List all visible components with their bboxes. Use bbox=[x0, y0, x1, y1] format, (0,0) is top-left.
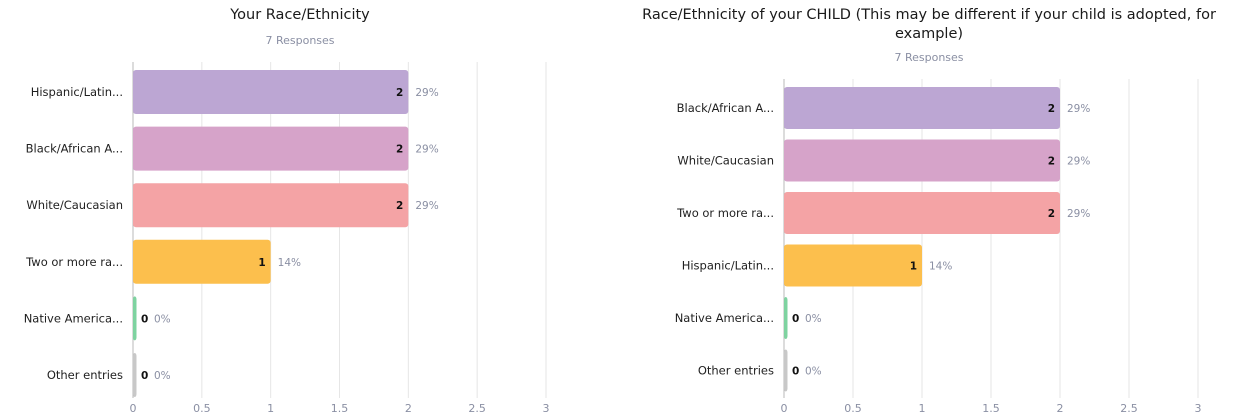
x-tick-label: 3 bbox=[1195, 402, 1202, 415]
data-value-label: 0 bbox=[141, 313, 148, 325]
bar bbox=[784, 139, 1060, 182]
data-percent-label: 29% bbox=[415, 200, 438, 212]
data-percent-label: 0% bbox=[154, 370, 171, 382]
x-tick-label: 2 bbox=[405, 402, 412, 415]
data-value-label: 2 bbox=[396, 144, 403, 156]
x-tick-label: 1 bbox=[267, 402, 274, 415]
chart-panel-left: Your Race/Ethnicity 7 Responses 0 0.5 1 1.5… bbox=[0, 0, 600, 420]
chart-subtitle: 7 Responses bbox=[265, 34, 335, 47]
data-value-label: 2 bbox=[396, 200, 403, 212]
data-percent-label: 29% bbox=[415, 144, 438, 156]
x-tick-label: 0 bbox=[130, 402, 137, 415]
bar bbox=[133, 353, 137, 397]
category-label: Hispanic/Latin... bbox=[31, 85, 123, 99]
data-value-label: 2 bbox=[396, 87, 403, 99]
data-value-label: 1 bbox=[910, 261, 917, 273]
bar-chart-right: 0 0.5 1 1.5 2 2.5 3 Black/African A... 2 29% White… bbox=[675, 79, 1202, 415]
data-value-label: 2 bbox=[1048, 103, 1055, 115]
data-percent-label: 14% bbox=[278, 257, 301, 269]
data-value-label: 2 bbox=[1048, 208, 1055, 220]
data-value-label: 2 bbox=[1048, 156, 1055, 168]
data-value-label: 0 bbox=[141, 370, 148, 382]
bar bbox=[784, 244, 922, 287]
data-percent-label: 29% bbox=[1067, 103, 1090, 115]
category-label: Other entries bbox=[698, 364, 774, 378]
data-percent-label: 29% bbox=[1067, 208, 1090, 220]
data-percent-label: 29% bbox=[1067, 156, 1090, 168]
x-tick-label: 0.5 bbox=[193, 402, 211, 415]
category-label: Other entries bbox=[47, 368, 123, 382]
x-tick-label: 0.5 bbox=[844, 402, 862, 415]
chart-subtitle: 7 Responses bbox=[894, 51, 964, 64]
chart-panel-right: Race/Ethnicity of your CHILD (This may b… bbox=[620, 0, 1238, 420]
bar bbox=[784, 297, 788, 339]
x-tick-label: 2 bbox=[1057, 402, 1064, 415]
chart-title: Race/Ethnicity of your CHILD (This may b… bbox=[642, 7, 1216, 42]
data-percent-label: 14% bbox=[929, 261, 952, 273]
x-tick-label: 1.5 bbox=[982, 402, 1000, 415]
data-percent-label: 0% bbox=[154, 313, 171, 325]
bar bbox=[784, 192, 1060, 234]
x-tick-label: 2.5 bbox=[468, 402, 486, 415]
category-label: Two or more ra... bbox=[25, 255, 123, 269]
bar bbox=[133, 70, 409, 114]
category-label: White/Caucasian bbox=[26, 198, 123, 212]
category-label: Two or more ra... bbox=[676, 206, 774, 220]
bar bbox=[784, 87, 1060, 129]
data-percent-label: 29% bbox=[415, 87, 438, 99]
x-tick-label: 0 bbox=[781, 402, 788, 415]
bar bbox=[133, 183, 409, 228]
bar bbox=[133, 239, 271, 284]
bar bbox=[784, 349, 788, 392]
bar-chart-left: 0 0.5 1 1.5 2 2.5 3 Hispanic/Latin... 2 29% Black/… bbox=[24, 62, 550, 415]
data-percent-label: 0% bbox=[805, 313, 822, 325]
category-label: Hispanic/Latin... bbox=[682, 259, 774, 273]
x-tick-label: 2.5 bbox=[1120, 402, 1138, 415]
category-label: Native America... bbox=[675, 311, 774, 325]
bar bbox=[133, 126, 409, 171]
data-percent-label: 0% bbox=[805, 366, 822, 378]
data-value-label: 0 bbox=[792, 366, 799, 378]
category-label: Native America... bbox=[24, 311, 123, 325]
chart-title: Your Race/Ethnicity bbox=[230, 7, 370, 23]
x-tick-label: 3 bbox=[543, 402, 550, 415]
x-tick-label: 1.5 bbox=[331, 402, 349, 415]
data-value-label: 1 bbox=[258, 257, 265, 269]
x-tick-label: 1 bbox=[919, 402, 926, 415]
bar bbox=[133, 296, 137, 341]
data-value-label: 0 bbox=[792, 313, 799, 325]
category-label: Black/African A... bbox=[26, 142, 123, 156]
category-label: White/Caucasian bbox=[677, 154, 774, 168]
category-label: Black/African A... bbox=[677, 101, 774, 115]
